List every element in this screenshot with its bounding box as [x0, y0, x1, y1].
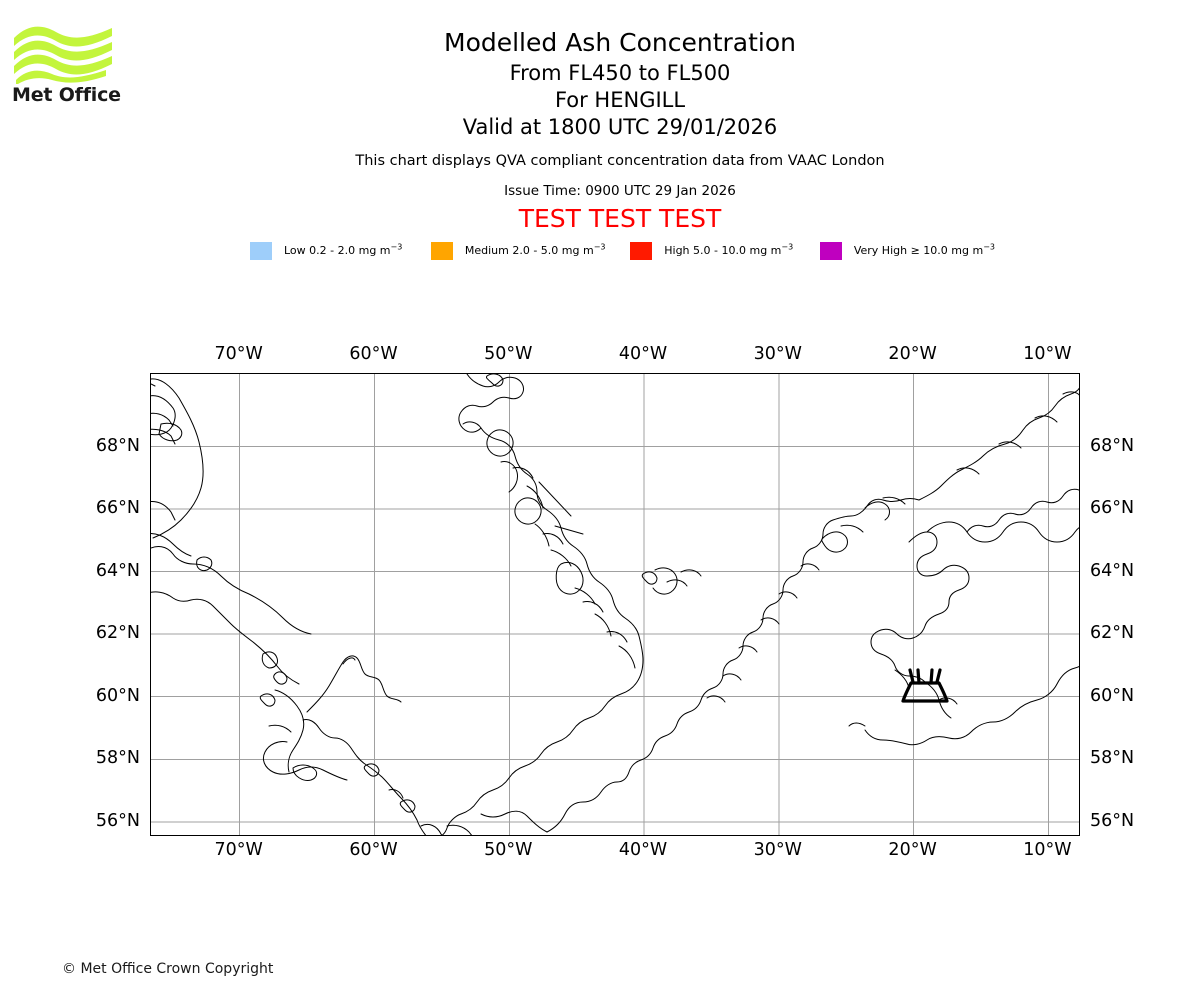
volcano-name: For HENGILL [554, 88, 686, 112]
lat-tick-left-58N: 58°N [95, 748, 140, 769]
lat-tick-left-60N: 60°N [95, 685, 140, 706]
chart-note: This chart displays QVA compliant concen… [355, 153, 885, 169]
lat-tick-left-66N: 66°N [95, 498, 140, 519]
lat-tick-right-66N: 66°N [1090, 498, 1135, 519]
lat-tick-left-64N: 64°N [95, 560, 140, 581]
coastline-iceland [848, 488, 1079, 746]
lon-tick-top-20W: 20°W [888, 344, 937, 364]
legend-entry-high: High 5.0 - 10.0 mg m−3 [630, 242, 793, 260]
lat-tick-right-68N: 68°N [1090, 435, 1135, 456]
lon-tick-top-70W: 70°W [214, 344, 263, 364]
lon-tick-bottom-40W: 40°W [618, 840, 668, 860]
lat-tick-right-56N: 56°N [1090, 810, 1135, 831]
test-banner: TEST TEST TEST [518, 204, 722, 233]
met-office-logo: Met Office [12, 22, 132, 114]
lat-tick-right-62N: 62°N [1090, 623, 1135, 644]
legend-entry-low: Low 0.2 - 2.0 mg m−3 [250, 242, 402, 260]
coastline-greenland [441, 374, 1079, 835]
met-office-waves-icon [14, 26, 112, 84]
lat-tick-left-68N: 68°N [95, 435, 140, 456]
lon-tick-bottom-70W: 70°W [214, 840, 263, 860]
volcano-marker-hengill [901, 668, 949, 703]
concentration-legend: Low 0.2 - 2.0 mg m−3 Medium 2.0 - 5.0 mg… [250, 242, 995, 260]
issue-time: Issue Time: 0900 UTC 29 Jan 2026 [504, 183, 736, 199]
lon-tick-top-30W: 30°W [753, 344, 802, 364]
legend-label-very-high: Very High ≥ 10.0 mg m−3 [853, 242, 995, 257]
lon-tick-top-40W: 40°W [618, 344, 668, 364]
legend-label-medium: Medium 2.0 - 5.0 mg m−3 [464, 242, 606, 257]
lon-tick-bottom-60W: 60°W [349, 840, 398, 860]
graticule-lines [151, 374, 1079, 835]
lat-tick-right-60N: 60°N [1090, 685, 1135, 706]
ash-concentration-map [150, 373, 1080, 836]
chart-header: Modelled Ash Concentration From FL450 to… [240, 26, 1000, 234]
lon-tick-bottom-50W: 50°W [484, 840, 533, 860]
legend-entry-medium: Medium 2.0 - 5.0 mg m−3 [430, 242, 606, 260]
valid-time: Valid at 1800 UTC 29/01/2026 [462, 115, 778, 139]
lat-tick-right-58N: 58°N [1090, 748, 1135, 769]
coastline-canada [151, 378, 348, 781]
legend-swatch-low [250, 242, 272, 260]
lon-tick-top-10W: 10°W [1023, 344, 1072, 364]
map-canvas [151, 374, 1079, 835]
lon-tick-top-50W: 50°W [484, 344, 533, 364]
page-title: Modelled Ash Concentration [444, 28, 796, 57]
copyright-notice: © Met Office Crown Copyright [62, 961, 274, 977]
legend-entry-very-high: Very High ≥ 10.0 mg m−3 [819, 242, 995, 260]
flight-level-range: From FL450 to FL500 [509, 61, 731, 85]
legend-label-high: High 5.0 - 10.0 mg m−3 [664, 242, 794, 257]
legend-swatch-medium [430, 242, 453, 260]
map-frame [150, 373, 1080, 836]
lat-tick-left-56N: 56°N [95, 810, 140, 831]
lon-tick-top-60W: 60°W [349, 344, 398, 364]
legend-swatch-very-high [819, 242, 842, 260]
met-office-wordmark: Met Office [12, 84, 121, 106]
lon-tick-bottom-30W: 30°W [753, 840, 802, 860]
legend-label-low: Low 0.2 - 2.0 mg m−3 [284, 242, 403, 257]
coastline-labrador [302, 655, 443, 835]
legend-swatch-high [630, 242, 653, 260]
lat-tick-left-62N: 62°N [95, 623, 140, 644]
lat-tick-right-64N: 64°N [1090, 560, 1135, 581]
lon-tick-bottom-20W: 20°W [888, 840, 937, 860]
lon-tick-bottom-10W: 10°W [1023, 840, 1072, 860]
